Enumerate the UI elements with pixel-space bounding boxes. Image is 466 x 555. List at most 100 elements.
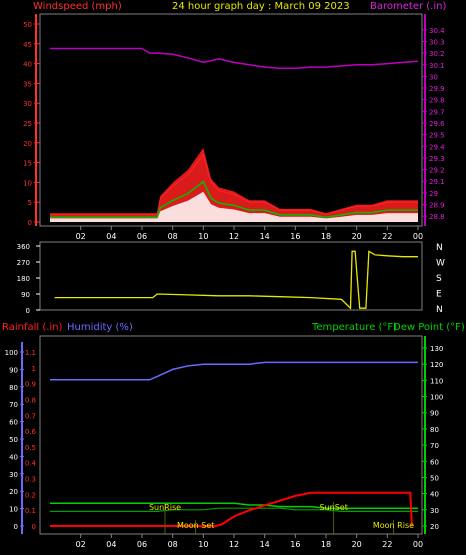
rain-tick-label: 1	[32, 365, 36, 373]
temp-tick-label: 100	[430, 394, 443, 402]
wind-tick-label: 20	[23, 140, 32, 148]
wind-tick-label: 15	[23, 160, 32, 168]
x-tick-label: 16	[290, 540, 300, 549]
rainfall-series-line	[50, 491, 413, 527]
x-tick-label: 08	[168, 232, 178, 241]
x-tick-label: 12	[229, 232, 239, 241]
x-tick-label: 06	[137, 232, 147, 241]
dir-tick-label: 180	[17, 275, 30, 283]
climate-panel: 010203040506070809010000.10.20.30.40.50.…	[5, 336, 443, 549]
temp-tick-label: 30	[430, 507, 439, 515]
wind-tick-label: 45	[23, 41, 32, 49]
x-tick-label: 18	[321, 232, 331, 241]
x-tick-label: 04	[106, 540, 116, 549]
rain-tick-label: 0.7	[25, 412, 36, 420]
humidity-tick-label: 10	[9, 506, 18, 514]
wind-tick-label: 25	[23, 120, 32, 128]
humidity-tick-label: 20	[9, 488, 18, 496]
temp-tick-label: 120	[430, 361, 443, 369]
rain-tick-label: 0.6	[25, 428, 37, 436]
x-tick-label: 04	[106, 232, 116, 241]
x-tick-label: 20	[352, 232, 362, 241]
x-tick-label: 00	[413, 540, 423, 549]
rain-tick-label: 0.2	[25, 491, 36, 499]
wind-panel: 0 5 10 15 20 25 30 35 40 45 50 28.8 28.9 29 29.1 29.2 29…	[23, 14, 445, 241]
dewpoint-axis-title: Dew Point (°F)	[393, 322, 465, 333]
baro-tick-label: 30	[429, 73, 438, 81]
dir-tick-label: 0	[26, 307, 30, 315]
rain-tick-label: 0.1	[25, 507, 36, 515]
humidity-tick-label: 0	[14, 523, 18, 531]
baro-tick-label: 28.9	[429, 202, 445, 210]
temp-tick-label: 110	[430, 377, 443, 385]
dir-tick-label: 90	[21, 291, 30, 299]
temp-tick-label: 60	[430, 458, 439, 466]
climate-panel-frame	[39, 335, 423, 535]
dir-tick-label: 360	[17, 243, 30, 251]
wind-tick-label: 35	[23, 80, 32, 88]
baro-tick-label: 29	[429, 190, 438, 198]
humidity-tick-label: 80	[9, 384, 18, 392]
baro-tick-label: 29.6	[429, 120, 445, 128]
baro-tick-label: 29.7	[429, 108, 445, 116]
rain-tick-label: 0.8	[25, 396, 36, 404]
humidity-tick-label: 60	[9, 419, 18, 427]
temp-tick-label: 20	[430, 523, 439, 531]
x-tick-label: 22	[382, 232, 392, 241]
baro-tick-label: 30.1	[429, 62, 445, 70]
baro-tick-label: 29.3	[429, 155, 445, 163]
wind-tick-label: 30	[23, 100, 32, 108]
baro-tick-label: 29.8	[429, 97, 445, 105]
wind-tick-label: 50	[23, 21, 32, 29]
humidity-tick-label: 40	[9, 453, 18, 461]
x-tick-label: 10	[198, 540, 208, 549]
windspeed-axis-title: Windspeed (mph)	[33, 1, 122, 12]
compass-label: E	[436, 290, 442, 300]
compass-label: N	[436, 305, 443, 315]
baro-tick-label: 29.4	[429, 143, 445, 151]
rain-tick-label: 0.9	[25, 381, 36, 389]
x-tick-label: 12	[229, 540, 239, 549]
marker-label: SunRise	[149, 503, 181, 512]
x-tick-label: 22	[382, 540, 392, 549]
wind-tick-label: 5	[28, 199, 32, 207]
baro-tick-label: 30.2	[429, 50, 445, 58]
compass-label: W	[436, 259, 445, 269]
temp-tick-label: 40	[430, 491, 439, 499]
baro-tick-label: 29.2	[429, 167, 445, 175]
temp-tick-label: 90	[430, 410, 439, 418]
rain-tick-label: 0.4	[25, 460, 37, 468]
compass-label: N	[436, 243, 443, 253]
baro-tick-label: 29.9	[429, 85, 445, 93]
direction-series-line	[54, 250, 418, 310]
marker-label: Moon Set	[177, 521, 214, 530]
temperature-axis-title: Temperature (°F)	[311, 322, 397, 333]
direction-panel-frame	[39, 241, 423, 311]
barometer-series-line	[50, 47, 419, 70]
baro-tick-label: 29.1	[429, 178, 445, 186]
x-tick-label: 14	[260, 232, 270, 241]
wind-tick-label: 10	[23, 179, 32, 187]
rain-tick-label: 0.3	[25, 476, 36, 484]
marker-label: SunSet	[319, 503, 347, 512]
humidity-axis-title: Humidity (%)	[67, 322, 133, 333]
dir-tick-label: 270	[17, 259, 30, 267]
baro-tick-label: 30.3	[429, 38, 445, 46]
rain-tick-label: 1.1	[25, 349, 36, 357]
baro-tick-label: 30.4	[429, 27, 445, 35]
x-tick-label: 00	[413, 232, 423, 241]
x-tick-label: 20	[352, 540, 362, 549]
windspeed-series-line	[50, 153, 418, 215]
x-tick-label: 10	[198, 232, 208, 241]
marker-label: Moon Rise	[373, 521, 414, 530]
x-tick-label: 08	[168, 540, 178, 549]
humidity-series-line	[50, 361, 418, 381]
x-tick-label: 14	[260, 540, 270, 549]
x-tick-label: 02	[76, 540, 86, 549]
rainfall-axis-title: Rainfall (.in)	[2, 322, 63, 333]
rain-tick-label: 0.5	[25, 444, 36, 452]
baro-tick-label: 28.8	[429, 213, 445, 221]
rain-tick-label: 0	[32, 523, 36, 531]
